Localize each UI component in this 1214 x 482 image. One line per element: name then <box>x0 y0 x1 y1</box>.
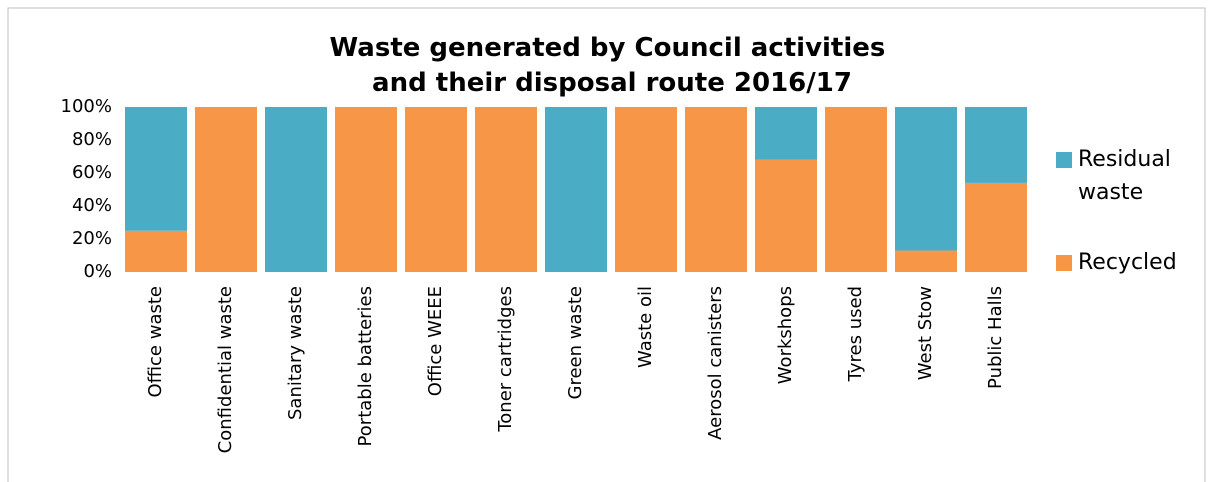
y-tick-label: 40% <box>72 195 112 216</box>
bar-segment <box>895 107 957 251</box>
x-tick-label: Public Halls <box>985 286 1006 389</box>
legend-swatch <box>1056 152 1072 168</box>
bar-segment <box>755 107 817 160</box>
x-tick-label: Office waste <box>145 286 166 398</box>
y-tick-label: 20% <box>72 228 112 249</box>
bar-segment <box>615 107 677 272</box>
bar-segment <box>755 159 817 272</box>
bar-segment <box>475 107 537 272</box>
bar-segment <box>265 107 327 272</box>
legend-label: Recycled <box>1078 250 1177 275</box>
chart-frame <box>7 7 1206 482</box>
chart-title: Waste generated by Council activities an… <box>330 33 895 98</box>
x-tick-label: Toner cartridges <box>495 286 516 433</box>
x-tick-label: Aerosol canisters <box>705 286 726 440</box>
x-tick-label: Tyres used <box>845 286 866 382</box>
bar-segment <box>895 250 957 272</box>
bar-segment <box>405 107 467 272</box>
bar-segment <box>825 107 887 272</box>
bar-segment <box>545 107 607 272</box>
y-tick-label: 0% <box>83 261 112 282</box>
bar-segment <box>335 107 397 272</box>
x-tick-label: Waste oil <box>635 286 656 368</box>
bar-segment <box>195 107 257 272</box>
x-tick-label: Confidential waste <box>215 286 236 453</box>
bar-segment <box>965 182 1027 272</box>
bar-segment <box>685 107 747 272</box>
legend-swatch <box>1056 255 1072 271</box>
x-tick-label: Workshops <box>775 286 796 384</box>
y-tick-label: 60% <box>72 162 112 183</box>
legend-label: Residual waste <box>1078 147 1178 205</box>
bar-segment <box>125 107 187 231</box>
x-tick-label: Office WEEE <box>425 286 446 396</box>
bar-segment <box>125 230 187 272</box>
x-tick-label: Portable batteries <box>355 286 376 446</box>
x-tick-label: Green waste <box>565 286 586 400</box>
bar-segment <box>965 107 1027 183</box>
x-tick-label: West Stow <box>915 286 936 380</box>
x-tick-label: Sanitary waste <box>285 286 306 420</box>
y-tick-label: 100% <box>61 96 112 117</box>
y-tick-label: 80% <box>72 129 112 150</box>
